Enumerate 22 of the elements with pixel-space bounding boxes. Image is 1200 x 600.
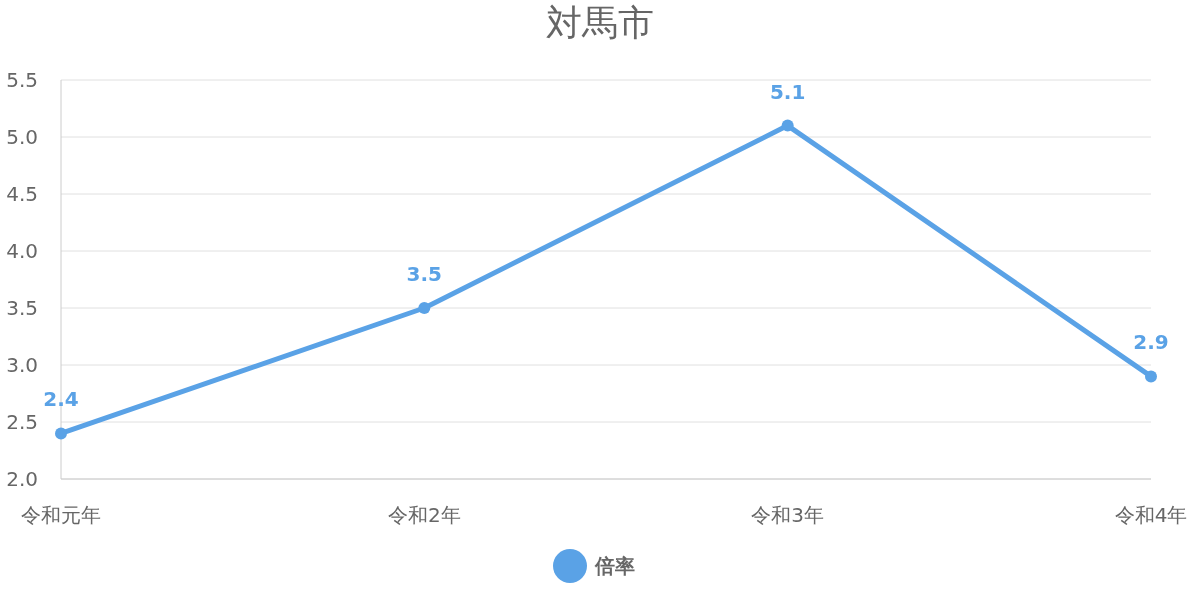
legend-label: 倍率 [594,554,635,578]
point [55,427,67,440]
point [781,119,794,132]
y-tick-label: 3.5 [6,296,38,320]
x-tick-label: 令和4年 [1114,503,1188,527]
chart-title: 対馬市 [546,2,654,43]
point [1145,370,1157,383]
y-tick-label: 5.5 [6,68,38,92]
y-tick-label: 5.0 [6,125,38,149]
y-tick-label: 2.5 [6,410,38,434]
data-label: 3.5 [406,262,443,286]
data-label: 2.9 [1133,330,1169,355]
data-label: 5.1 [769,79,806,104]
y-tick-label: 4.5 [6,182,38,206]
y-tick-label: 4.0 [6,239,38,263]
y-tick-label: 2.0 [6,467,38,491]
x-tick-label: 令和元年 [21,503,101,527]
x-tick-label: 令和2年 [387,503,461,527]
data-label: 2.4 [43,387,79,412]
x-tick-label: 令和3年 [751,503,825,527]
y-tick-label: 3.0 [6,353,38,377]
point [418,302,431,314]
